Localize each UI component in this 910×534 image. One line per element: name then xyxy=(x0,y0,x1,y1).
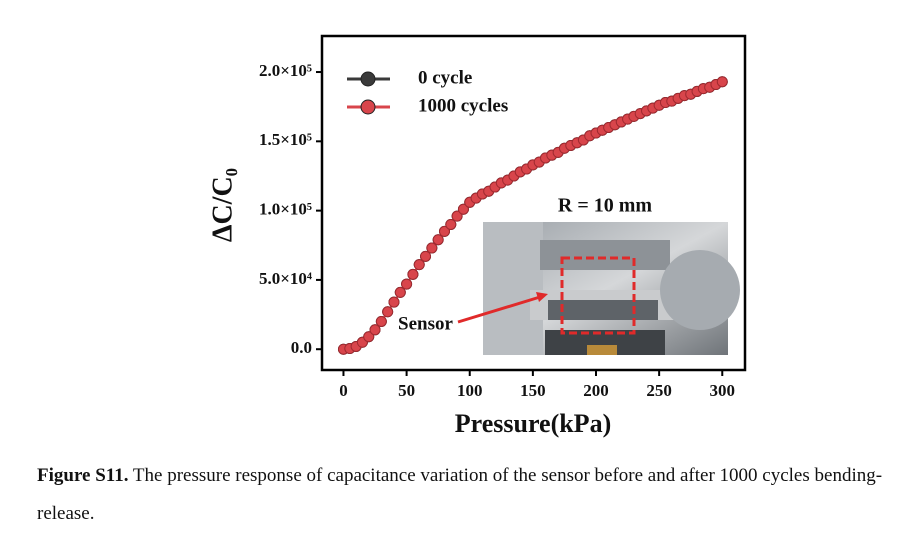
data-point xyxy=(432,234,444,246)
data-point xyxy=(394,286,406,298)
legend-marker xyxy=(360,71,376,87)
data-point xyxy=(445,218,457,230)
y-tick-label: 1.5×10⁵ xyxy=(259,130,312,149)
legend-label: 1000 cycles xyxy=(418,95,508,116)
caption: Figure S11. The pressure response of cap… xyxy=(37,457,897,533)
x-axis-label: Pressure(kPa) xyxy=(455,409,611,438)
y-tick-label: 1.0×10⁵ xyxy=(259,200,312,219)
data-point xyxy=(451,210,463,222)
data-point xyxy=(382,306,394,318)
data-point xyxy=(457,203,469,215)
data-point xyxy=(426,242,438,254)
data-point xyxy=(363,331,375,343)
y-tick-label: 0.0 xyxy=(291,338,312,357)
data-point xyxy=(716,76,728,88)
data-point xyxy=(420,250,432,262)
data-point xyxy=(438,225,450,237)
x-tick-label: 250 xyxy=(646,381,672,400)
caption-label: Figure S11. xyxy=(37,465,129,486)
chart: R = 10 mm Sensor Pressure(kPa) ΔC/C₀ 0.0… xyxy=(207,34,747,438)
data-point xyxy=(388,296,400,308)
inset-photo xyxy=(483,222,740,355)
data-point xyxy=(401,278,413,290)
caption-text: The pressure response of capacitance var… xyxy=(37,465,883,524)
y-axis-label: ΔC/C₀ xyxy=(207,168,238,242)
y-tick-label: 5.0×10⁴ xyxy=(259,269,312,288)
y-tick-label: 2.0×10⁵ xyxy=(259,61,312,80)
x-tick-label: 200 xyxy=(583,381,609,400)
annotation-arrowhead xyxy=(536,292,548,302)
x-tick-label: 50 xyxy=(398,381,415,400)
annotation: Sensor xyxy=(398,313,453,334)
x-tick-label: 300 xyxy=(710,381,736,400)
data-point xyxy=(375,315,387,327)
legend-marker xyxy=(360,99,376,115)
x-tick-label: 0 xyxy=(339,381,348,400)
data-point xyxy=(413,259,425,271)
x-tick-label: 150 xyxy=(520,381,546,400)
legend-label: 0 cycle xyxy=(418,67,472,88)
x-tick-label: 100 xyxy=(457,381,483,400)
data-point xyxy=(407,268,419,280)
annotation-arrow xyxy=(457,295,541,324)
data-point xyxy=(369,324,381,336)
inset-title: R = 10 mm xyxy=(558,195,653,217)
